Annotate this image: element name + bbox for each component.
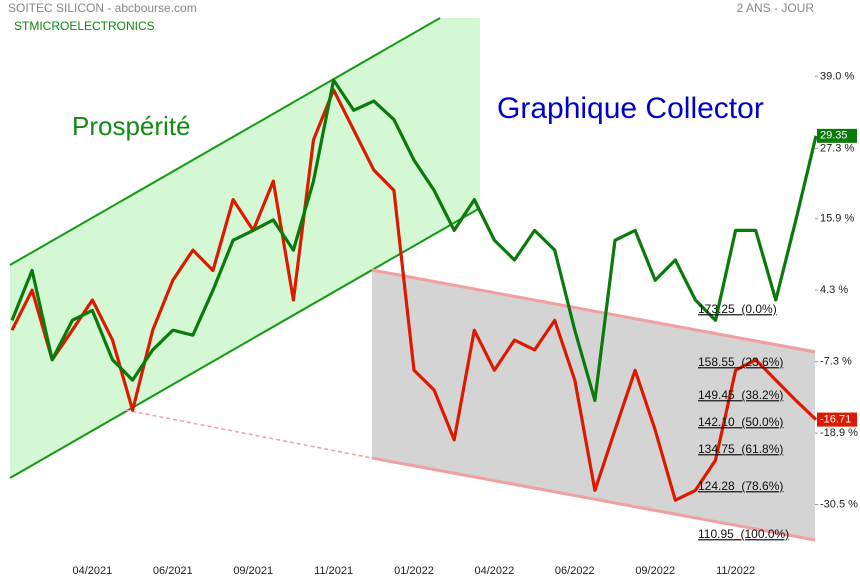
- fibonacci-level: 110.95 (100.0%): [698, 527, 789, 541]
- y-tick-label: -30.5 %: [820, 498, 858, 510]
- legend-entry: STMICROELECTRONICS: [14, 19, 155, 33]
- y-tick-label: 4.3 %: [820, 284, 848, 296]
- fibonacci-level: 134.75 (61.8%): [698, 442, 783, 456]
- x-tick-label: 09/2021: [233, 565, 273, 577]
- fibonacci-level: 158.55 (23.6%): [698, 355, 783, 369]
- series-line: [10, 78, 818, 403]
- x-tick-label: 06/2021: [153, 565, 193, 577]
- fibonacci-level: 142.10 (50.0%): [698, 415, 783, 429]
- downtrend-channel: [372, 270, 815, 540]
- channel-line: [371, 456, 816, 542]
- fibonacci-level: 149.45 (38.2%): [698, 388, 783, 402]
- x-tick-label: 11/2021: [314, 565, 353, 577]
- annotation: Graphique Collector: [497, 92, 764, 125]
- y-tick-label: 39.0 %: [820, 70, 854, 82]
- last-value-label: 29.35: [820, 130, 848, 142]
- plot: [10, 78, 818, 502]
- x-tick-label: 06/2022: [555, 565, 595, 577]
- channel-line: [9, 17, 441, 266]
- x-tick-label: 04/2021: [73, 565, 113, 577]
- x-tick-label: 01/2022: [394, 565, 434, 577]
- y-tick-label: 15.9 %: [820, 213, 854, 225]
- y-tick-label: -7.3 %: [820, 356, 852, 368]
- uptrend-channel: [10, 18, 480, 478]
- fibonacci-level: 173.25 (0.0%): [698, 302, 777, 316]
- x-tick-label: 04/2022: [475, 565, 515, 577]
- x-tick-label: 11/2022: [716, 565, 755, 577]
- dashed-line: [124, 409, 373, 459]
- period: 2 ANS - JOUR: [737, 1, 815, 15]
- y-tick-label: 27.3 %: [820, 142, 854, 154]
- last-value-box: [817, 412, 857, 427]
- x-tick-label: 09/2022: [635, 565, 675, 577]
- annotation: Prospérité: [72, 111, 191, 141]
- chart-title: SOITEC SILICON - abcbourse.com: [8, 1, 197, 15]
- series-line: [10, 88, 818, 502]
- fibonacci-level: 124.28 (78.6%): [698, 479, 783, 493]
- y-tick-label: -18.9 %: [820, 427, 858, 439]
- channel-line: [371, 268, 816, 354]
- last-value-label: -16.71: [820, 414, 851, 426]
- last-value-box: [817, 128, 857, 143]
